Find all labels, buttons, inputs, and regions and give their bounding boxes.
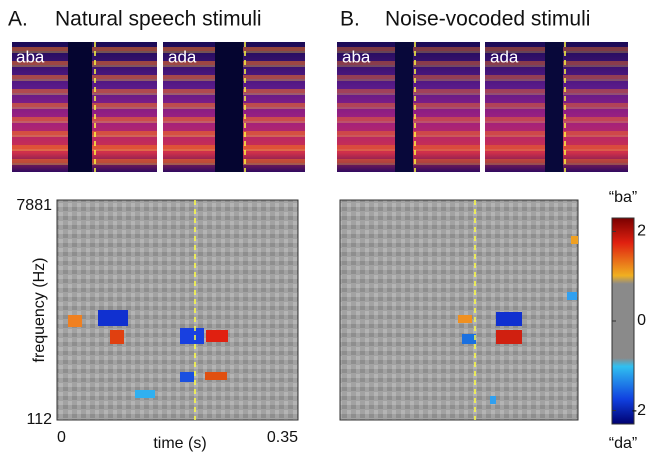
y-tick-label: 112 (26, 411, 52, 428)
colorbar-top-label: “ba” (609, 189, 637, 206)
y-axis-label: frequency (Hz) (31, 258, 48, 363)
colorbar-tick-label: 0 (637, 312, 646, 329)
spectrogram-label: ada (168, 47, 197, 66)
heatmap (56, 199, 299, 421)
spectrogram: aba (12, 42, 157, 172)
x-tick-label: 0.35 (267, 429, 298, 446)
colorbar-tick-label: 2 (637, 223, 646, 240)
panel-title: Natural speech stimuli (55, 8, 262, 31)
x-tick-label: 0 (57, 429, 66, 446)
heatmap (339, 199, 579, 421)
spectrogram: aba (337, 42, 480, 172)
panel-title: Noise-vocoded stimuli (385, 8, 590, 31)
panel-label: A. (8, 8, 28, 31)
spectrogram-label: aba (342, 47, 371, 66)
y-tick-label: 7881 (16, 197, 52, 214)
spectrogram-label: aba (16, 47, 45, 66)
panel-label: B. (340, 8, 360, 31)
colorbar-tick-label: -2 (632, 402, 646, 419)
colorbar-bottom-label: “da” (609, 435, 637, 452)
spectrogram: ada (163, 42, 305, 172)
spectrogram: ada (485, 42, 628, 172)
x-axis-label: time (s) (153, 435, 206, 452)
spectrogram-label: ada (490, 47, 519, 66)
